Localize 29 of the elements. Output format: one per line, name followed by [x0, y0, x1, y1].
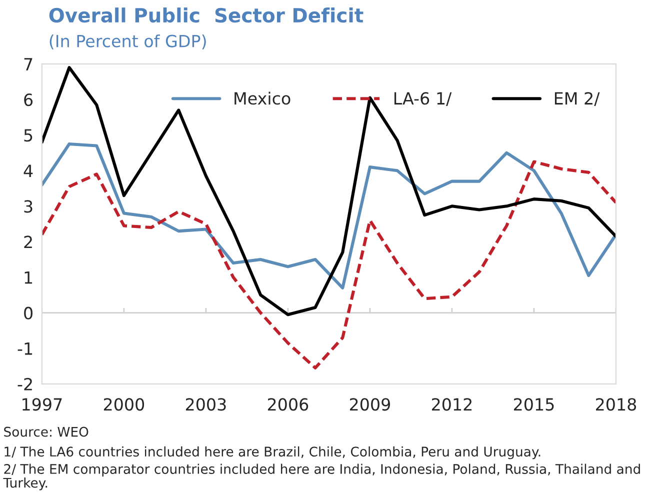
x-tick-label: 1997: [22, 398, 62, 411]
legend-label: LA-6 1/: [394, 92, 452, 106]
chart-title: Overall Public Sector Deficit: [49, 8, 364, 23]
x-tick-label: 2003: [186, 398, 226, 411]
x-tick-label: 2018: [596, 398, 636, 411]
legend-label: EM 2/: [554, 92, 600, 106]
text: 2/ The EM comparator countries included here are India, Indonesia, Poland, Russia, Thailand and Turkey.: [3, 464, 640, 490]
x-tick-label: 2006: [268, 398, 308, 411]
x-tick-label: 2009: [350, 398, 390, 411]
text: 1/ The LA6 countries included here are Brazil, Chile, Colombia, Peru and Uruguay.: [4, 446, 540, 460]
x-tick-label: 2012: [432, 398, 472, 411]
y-tick-label: 4: [24, 164, 33, 177]
x-tick-label: 2015: [514, 398, 554, 411]
y-tick-label: 3: [24, 200, 32, 213]
line-series: [42, 160, 616, 370]
line-series: [42, 142, 616, 290]
legend-label: Mexico: [234, 92, 290, 105]
y-tick-label: 2: [24, 236, 32, 248]
line-series: [42, 66, 616, 316]
source-note: Source: WEO: [4, 426, 88, 437]
y-tick-label: 0: [24, 306, 32, 320]
y-tick-label: 5: [24, 129, 32, 142]
y-tick-label: 1: [24, 271, 32, 284]
chart-subtitle: (In Percent of GDP): [50, 34, 206, 50]
y-tick-label: 6: [24, 93, 33, 106]
y-tick-label: -2: [18, 378, 32, 390]
y-tick-label: 7: [24, 58, 32, 70]
y-tick-label: -1: [18, 342, 32, 355]
x-tick-label: 2000: [104, 398, 144, 411]
